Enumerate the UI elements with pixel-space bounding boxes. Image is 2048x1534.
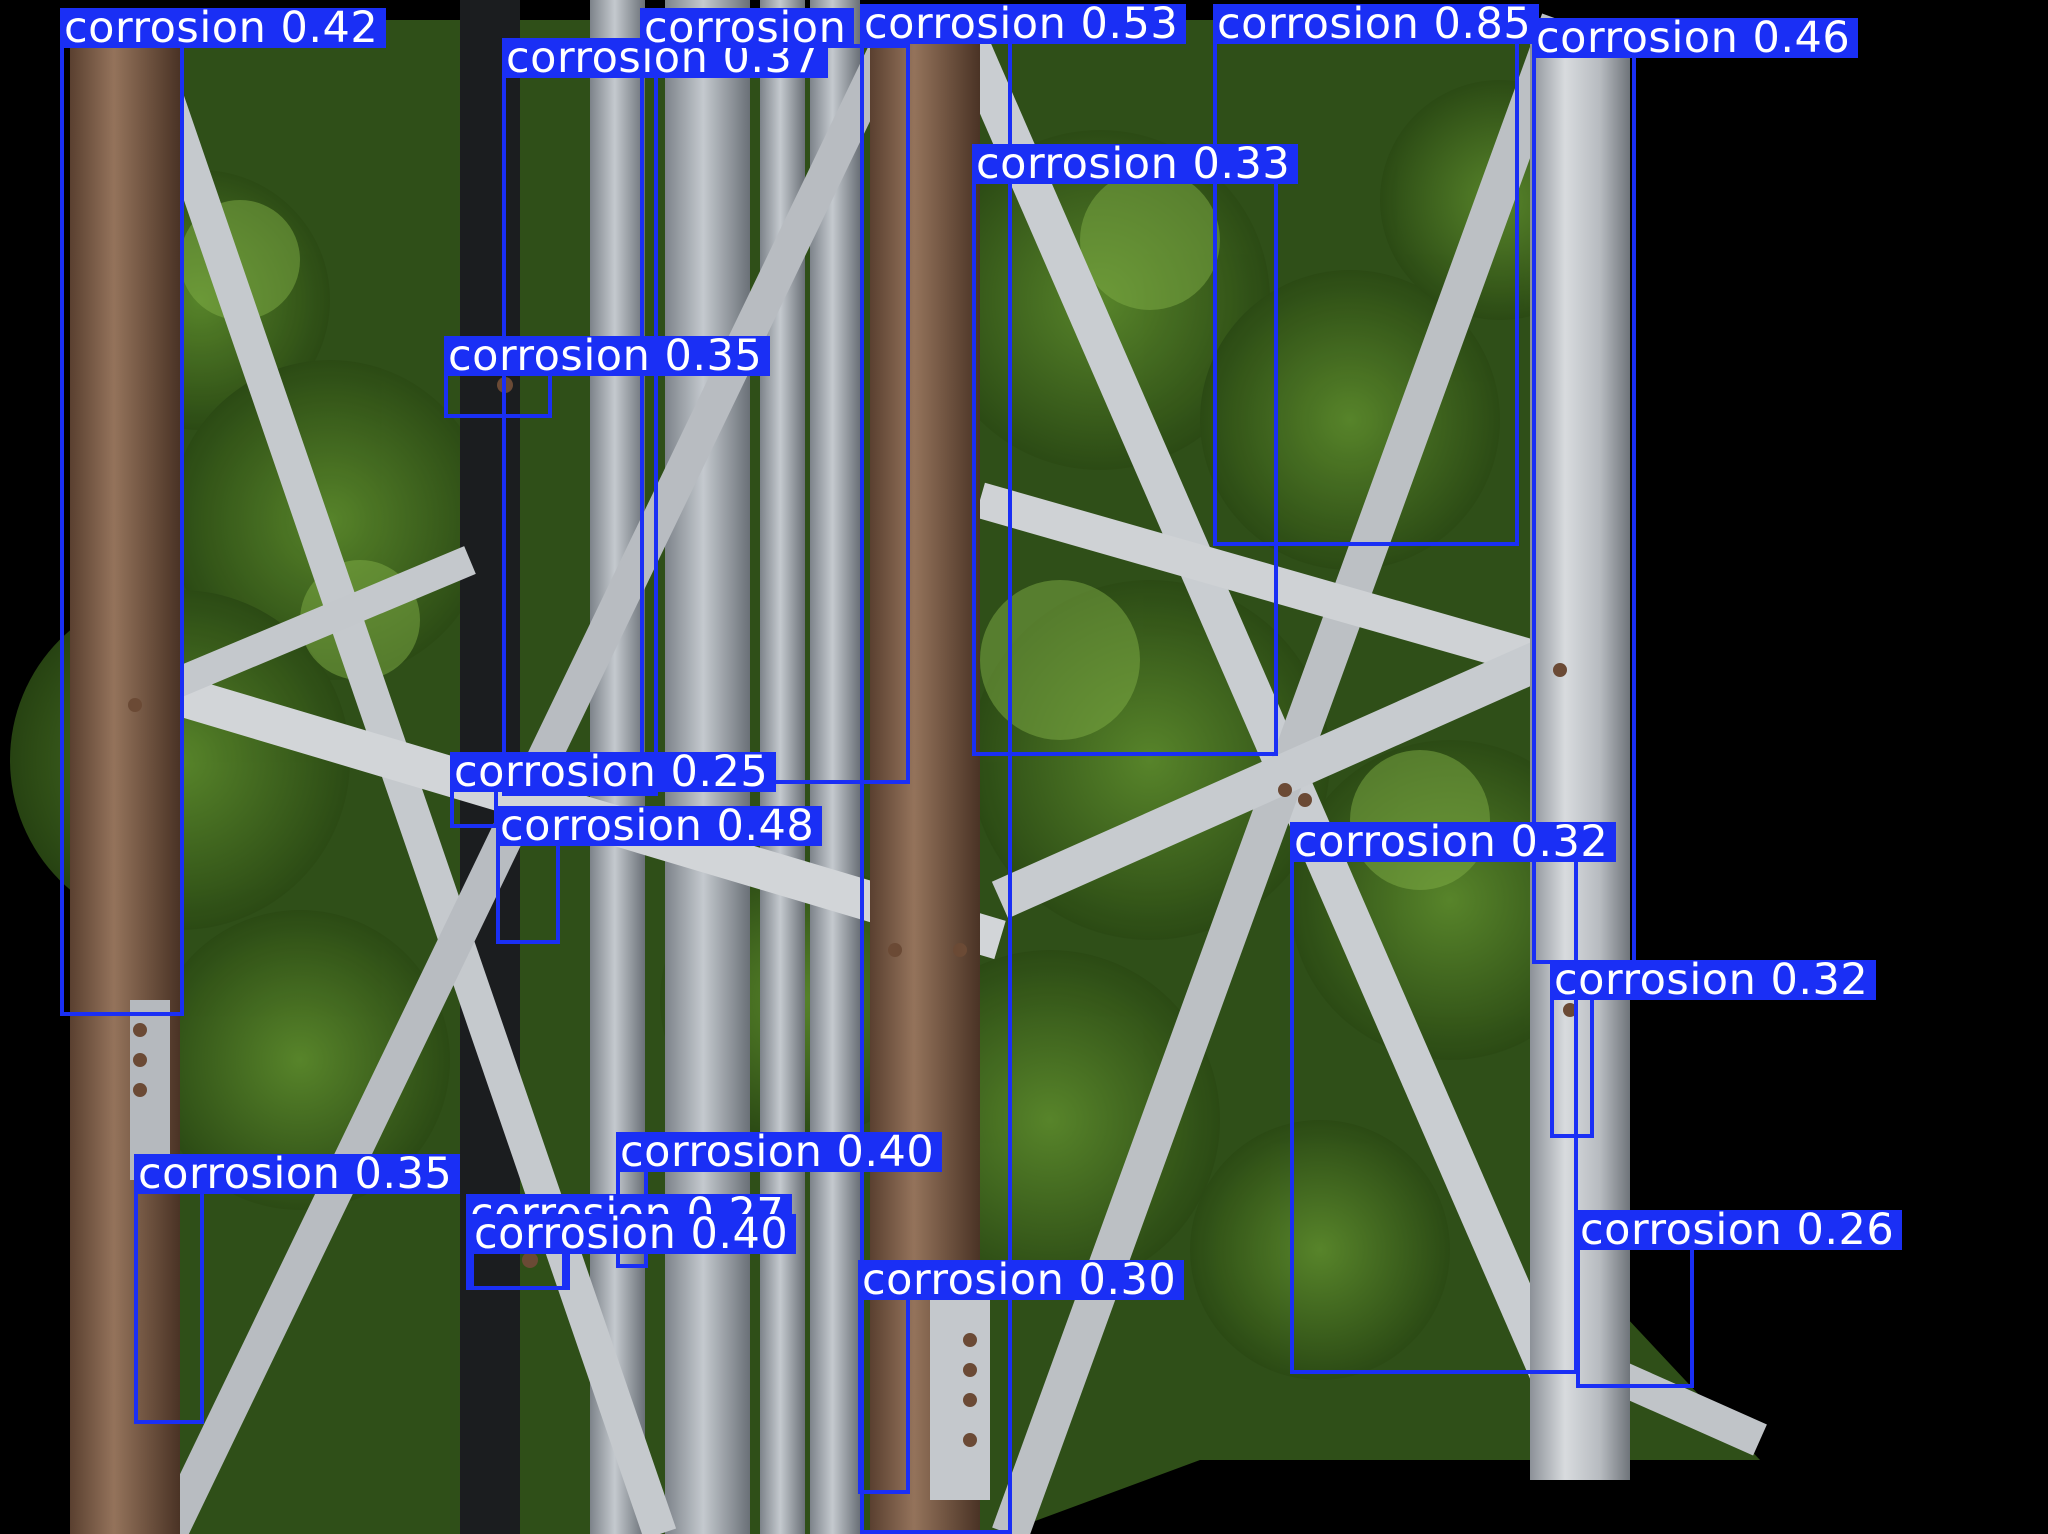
detection-label: corrosion 0.30 [858, 1259, 1185, 1302]
detection-label: corrosion 0.53 [860, 3, 1187, 46]
detection-label: corrosion 0.32 [1550, 959, 1877, 1002]
detection-box: corrosion 0.35 [134, 1153, 461, 1424]
detection-box: corrosion 0.42 [60, 7, 387, 1016]
detection-box: corrosion 0.33 [972, 143, 1299, 756]
detection-box: corrosion 0.46 [1532, 17, 1859, 964]
detection-label: corrosion 0.46 [1532, 17, 1859, 60]
detection-box: corrosion 0.35 [444, 335, 771, 418]
bolts [128, 377, 1577, 1447]
detection-box: corrosion 0.32 [1550, 959, 1877, 1138]
detection-label: corrosion 0.40 [616, 1131, 943, 1174]
detection-box: corrosion 0.32 [1290, 821, 1617, 1374]
detection-box: corrosion 0.25 [450, 751, 777, 828]
detection-label: corrosion 0.85 [1213, 3, 1540, 46]
detection-label: corrosion 0.25 [450, 751, 777, 794]
detection-box: corrosion 0.40 [470, 1213, 797, 1290]
detection-box: corrosion 0.26 [1576, 1209, 1903, 1388]
detection-box: corrosion 0.53 [860, 3, 1187, 1534]
detection-label: corrosion 0.26 [1576, 1209, 1903, 1252]
detection-label: corrosion 0.32 [1290, 821, 1617, 864]
detection-box: corrosion 0.37 [502, 37, 829, 796]
detection-box: corrosion 0.30 [858, 1259, 1185, 1494]
detection-label: corrosion 0.33 [972, 143, 1299, 186]
detection-box: corrosion 0.85 [1213, 3, 1540, 546]
detection-label: corrosion [640, 7, 855, 50]
detection-label: corrosion 0.42 [60, 7, 387, 50]
detection-box: corrosion [640, 7, 910, 784]
detection-label: corrosion 0.35 [444, 335, 771, 378]
detection-label: corrosion 0.48 [496, 805, 823, 848]
detection-box: corrosion 0.48 [496, 805, 823, 944]
detection-label: corrosion 0.40 [470, 1213, 797, 1256]
detection-label: corrosion 0.35 [134, 1153, 461, 1196]
